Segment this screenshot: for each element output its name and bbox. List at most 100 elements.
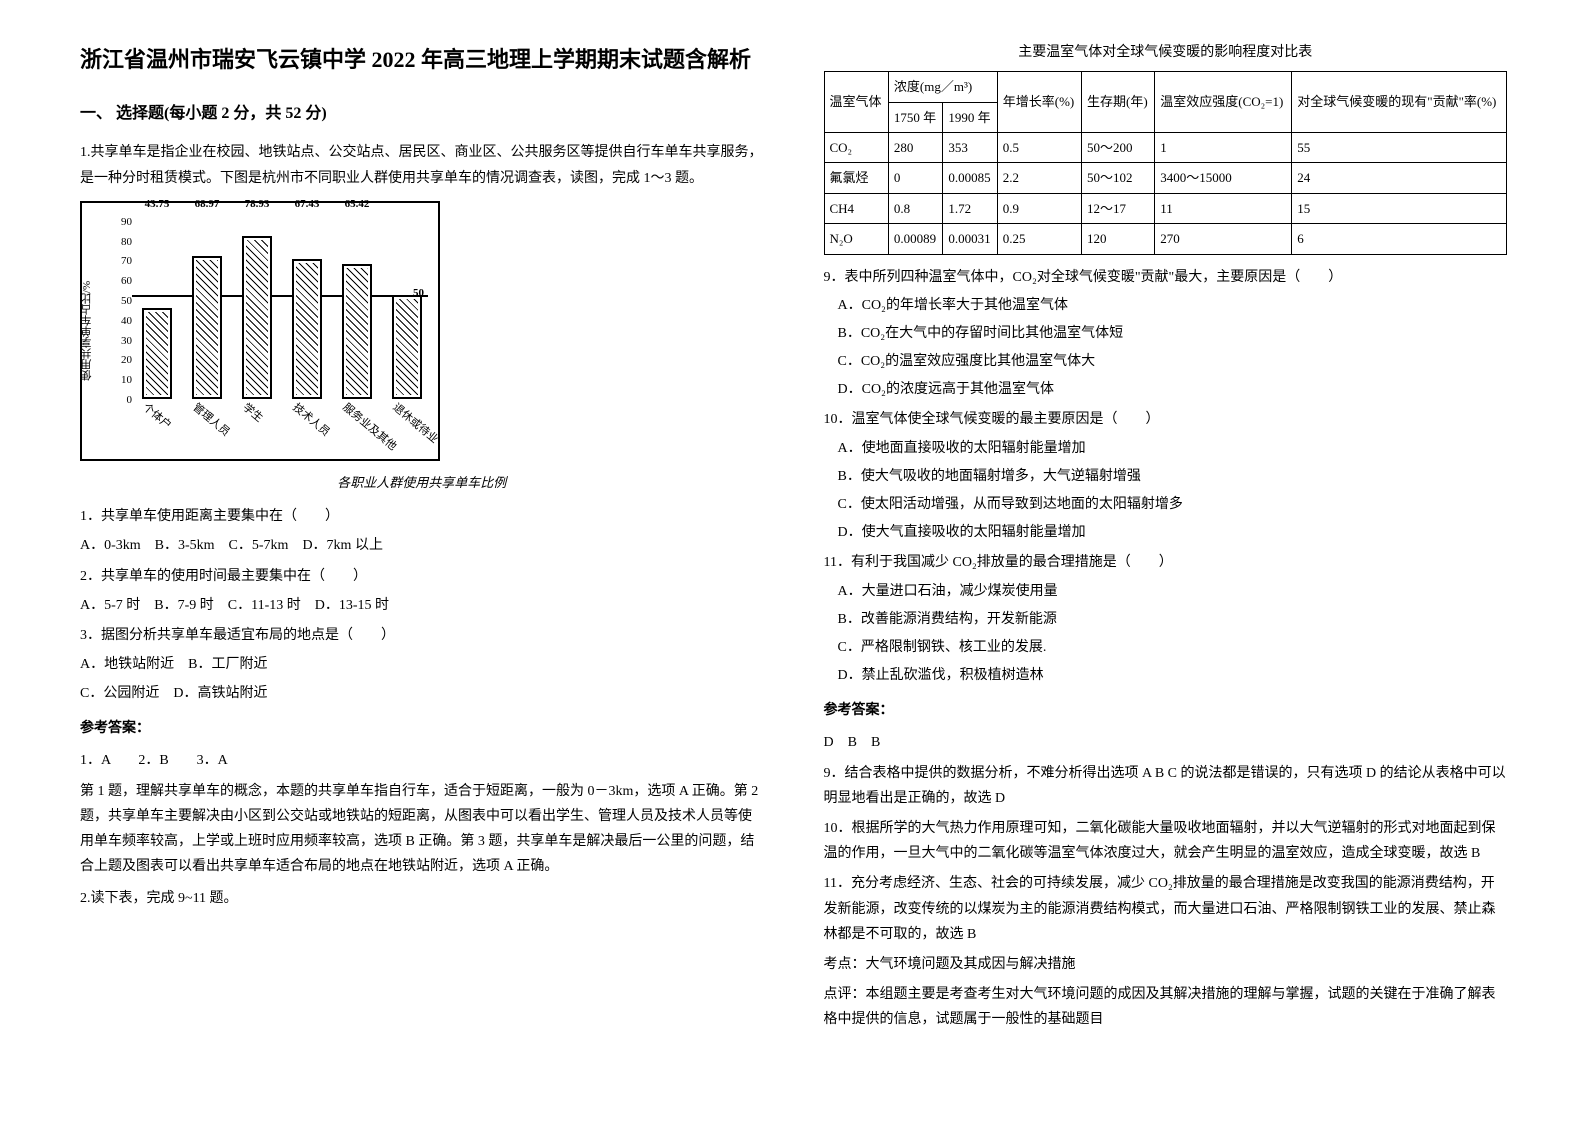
table-cell: 氟氯烃 — [824, 163, 888, 193]
table-cell: 50～200 — [1082, 132, 1155, 162]
x-category-label: 个体户 — [137, 399, 175, 435]
question-stem: 2．共享单车的使用时间最主要集中在（ ） — [80, 564, 764, 589]
table-cell: 24 — [1292, 163, 1507, 193]
ytick: 80 — [92, 233, 132, 253]
question-stem: 3．据图分析共享单车最适宜布局的地点是（ ） — [80, 623, 764, 648]
question-option: D．使大气直接吸收的太阳辐射能量增加 — [824, 520, 1508, 545]
table-cell: 270 — [1155, 224, 1292, 254]
question-options: A．5-7 时 B．7-9 时 C．11-13 时 D．13-15 时 — [80, 593, 764, 618]
explanation-line: 点评：本组题主要是考查考生对大气环境问题的成因及其解决措施的理解与掌握，试题的关… — [824, 982, 1508, 1032]
question-option: A．使地面直接吸收的太阳辐射能量增加 — [824, 436, 1508, 461]
table-cell: 0 — [888, 163, 942, 193]
th-1990: 1990 年 — [943, 102, 997, 132]
table-cell: 3400～15000 — [1155, 163, 1292, 193]
table-cell: 280 — [888, 132, 942, 162]
table-cell: 353 — [943, 132, 997, 162]
table-cell: 1 — [1155, 132, 1292, 162]
ytick: 0 — [92, 391, 132, 411]
answers-heading-right: 参考答案： — [824, 698, 1508, 723]
table-title: 主要温室气体对全球气候变暖的影响程度对比表 — [824, 40, 1508, 65]
ytick: 60 — [92, 272, 132, 292]
question-option: C．严格限制钢铁、核工业的发展. — [824, 635, 1508, 660]
answers-line: 1．A 2．B 3．A — [80, 748, 764, 773]
chart-bar — [242, 236, 272, 399]
table-cell: N₂O — [824, 224, 888, 254]
chart-bar — [192, 256, 222, 399]
question-item: 9．表中所列四种温室气体中，CO₂对全球气候变暖"贡献"最大，主要原因是（ ） … — [824, 265, 1508, 403]
table-cell: 0.5 — [997, 132, 1081, 162]
ytick: 90 — [92, 213, 132, 233]
th-lifespan: 生存期(年) — [1082, 72, 1155, 133]
question-option: A．CO₂的年增长率大于其他温室气体 — [824, 293, 1508, 318]
bar-chart: 使用共享单车占比/% 90 80 70 60 50 40 30 20 10 0 … — [80, 201, 440, 461]
q1-intro: 1.共享单车是指企业在校园、地铁站点、公交站点、居民区、商业区、公共服务区等提供… — [80, 140, 764, 190]
left-column: 浙江省温州市瑞安飞云镇中学 2022 年高三地理上学期期末试题含解析 一、 选择… — [60, 40, 794, 1082]
question-stem: 1．共享单车使用距离主要集中在（ ） — [80, 504, 764, 529]
x-axis-labels: 个体户管理人员学生技术人员服务业及其他退休或待业 — [132, 399, 428, 439]
bar-value-label: 65.42 — [327, 195, 387, 264]
chart-bar — [392, 295, 422, 398]
explanation-left: 第 1 题，理解共享单车的概念，本题的共享单车指自行车，适合于短距离，一般为 0… — [80, 779, 764, 880]
question-option: C．使太阳活动增强，从而导致到达地面的太阳辐射增多 — [824, 492, 1508, 517]
th-intensity: 温室效应强度(CO₂=1) — [1155, 72, 1292, 133]
table-cell: 12～17 — [1082, 193, 1155, 223]
y-axis-ticks: 90 80 70 60 50 40 30 20 10 0 — [92, 213, 132, 399]
question-options: A．0-3km B．3-5km C．5-7km D．7km 以上 — [80, 533, 764, 558]
table-row: 氟氯烃00.000852.250～1023400～1500024 — [824, 163, 1507, 193]
explanation-line: 考点：大气环境问题及其成因与解决措施 — [824, 952, 1508, 977]
table-cell: 0.9 — [997, 193, 1081, 223]
chart-bar — [142, 308, 172, 398]
table-row: CH40.81.720.912～171115 — [824, 193, 1507, 223]
table-cell: 0.8 — [888, 193, 942, 223]
th-concentration: 浓度(mg／m³) — [888, 72, 997, 102]
question-option: A．大量进口石油，减少煤炭使用量 — [824, 579, 1508, 604]
x-category-label: 学生 — [237, 399, 267, 428]
table-row: N₂O0.000890.000310.251202706 — [824, 224, 1507, 254]
table-header-row: 温室气体 浓度(mg／m³) 年增长率(%) 生存期(年) 温室效应强度(CO₂… — [824, 72, 1507, 102]
question-3: 3．据图分析共享单车最适宜布局的地点是（ ） A．地铁站附近 B．工厂附近 C．… — [80, 623, 764, 707]
answers-line-right: D B B — [824, 730, 1508, 755]
question-stem: 11．有利于我国减少 CO₂排放量的最合理措施是（ ） — [824, 550, 1508, 575]
question-item: 11．有利于我国减少 CO₂排放量的最合理措施是（ ） A．大量进口石油，减少煤… — [824, 550, 1508, 688]
table-cell: 50～102 — [1082, 163, 1155, 193]
question-option: B．使大气吸收的地面辐射增多，大气逆辐射增强 — [824, 464, 1508, 489]
table-cell: CO₂ — [824, 132, 888, 162]
question-option: C．CO₂的温室效应强度比其他温室气体大 — [824, 349, 1508, 374]
q2-intro: 2.读下表，完成 9~11 题。 — [80, 886, 764, 911]
x-category-label: 服务业及其他 — [337, 399, 400, 457]
question-option: D．禁止乱砍滥伐，积极植树造林 — [824, 663, 1508, 688]
page-title: 浙江省温州市瑞安飞云镇中学 2022 年高三地理上学期期末试题含解析 — [80, 40, 764, 80]
question-option: D．CO₂的浓度远高于其他温室气体 — [824, 377, 1508, 402]
chart-caption: 各职业人群使用共享单车比例 — [80, 471, 764, 494]
question-1: 1．共享单车使用距离主要集中在（ ） A．0-3km B．3-5km C．5-7… — [80, 504, 764, 558]
th-gas: 温室气体 — [824, 72, 888, 133]
ytick: 40 — [92, 312, 132, 332]
question-item: 10．温室气体使全球气候变暖的最主要原因是（ ） A．使地面直接吸收的太阳辐射能… — [824, 407, 1508, 545]
table-row: CO₂2803530.550～200155 — [824, 132, 1507, 162]
table-cell: 15 — [1292, 193, 1507, 223]
explanation-line: 9．结合表格中提供的数据分析，不难分析得出选项 A B C 的说法都是错误的，只… — [824, 761, 1508, 811]
table-cell: 0.25 — [997, 224, 1081, 254]
ytick: 70 — [92, 252, 132, 272]
table-cell: 0.00089 — [888, 224, 942, 254]
table-cell: CH4 — [824, 193, 888, 223]
question-options-b: C．公园附近 D．高铁站附近 — [80, 681, 764, 706]
table-cell: 1.72 — [943, 193, 997, 223]
right-column: 主要温室气体对全球气候变暖的影响程度对比表 温室气体 浓度(mg／m³) 年增长… — [794, 40, 1528, 1082]
question-stem: 9．表中所列四种温室气体中，CO₂对全球气候变暖"贡献"最大，主要原因是（ ） — [824, 265, 1508, 290]
x-category-label: 管理人员 — [187, 399, 233, 442]
section-heading: 一、 选择题(每小题 2 分，共 52 分) — [80, 100, 764, 129]
question-options-a: A．地铁站附近 B．工厂附近 — [80, 652, 764, 677]
table-cell: 0.00085 — [943, 163, 997, 193]
explanation-line: 11．充分考虑经济、生态、社会的可持续发展，减少 CO₂排放量的最合理措施是改变… — [824, 871, 1508, 947]
greenhouse-table: 温室气体 浓度(mg／m³) 年增长率(%) 生存期(年) 温室效应强度(CO₂… — [824, 71, 1508, 254]
ytick: 30 — [92, 332, 132, 352]
question-option: B．改善能源消费结构，开发新能源 — [824, 607, 1508, 632]
x-category-label: 技术人员 — [287, 399, 333, 442]
table-cell: 6 — [1292, 224, 1507, 254]
chart-bar — [292, 259, 322, 398]
explanation-line: 10．根据所学的大气热力作用原理可知，二氧化碳能大量吸收地面辐射，并以大气逆辐射… — [824, 816, 1508, 866]
chart-bar — [342, 264, 372, 399]
table-cell: 2.2 — [997, 163, 1081, 193]
answers-heading: 参考答案： — [80, 716, 764, 741]
